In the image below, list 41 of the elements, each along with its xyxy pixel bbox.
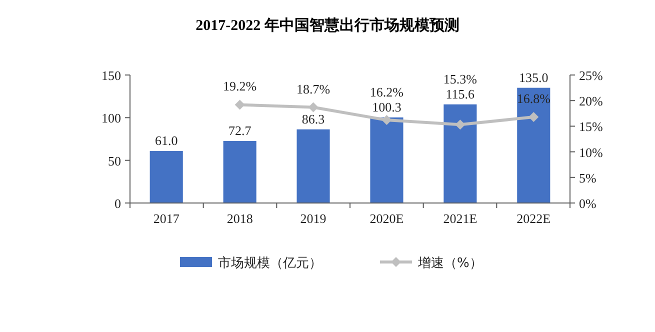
legend-label: 增速（%） bbox=[417, 256, 482, 271]
x-tick-label: 2019 bbox=[300, 211, 326, 226]
y-tick-label: 100 bbox=[102, 110, 121, 126]
data-label: 16.8% bbox=[516, 90, 551, 106]
y2-tick-label: 10% bbox=[579, 144, 603, 160]
y2-tick-label: 15% bbox=[579, 119, 603, 134]
point bbox=[234, 100, 245, 110]
chart-title: 2017-2022 年中国智慧出行市场规模预测 bbox=[196, 16, 460, 34]
data-label: 16.2% bbox=[370, 84, 404, 100]
point bbox=[528, 112, 539, 122]
data-label: 72.7 bbox=[228, 122, 252, 138]
x-tick-label: 2022E bbox=[516, 211, 551, 226]
y2-tick-label: 20% bbox=[579, 94, 603, 109]
y2-tick-label: 25% bbox=[579, 68, 603, 83]
y-tick-label: 0 bbox=[114, 196, 121, 211]
bar bbox=[370, 117, 404, 203]
data-label: 86.3 bbox=[302, 111, 325, 126]
data-label: 61.0 bbox=[154, 132, 178, 148]
data-label: 15.3% bbox=[443, 71, 478, 86]
bar bbox=[296, 129, 330, 203]
bar bbox=[444, 104, 477, 203]
bar bbox=[517, 88, 550, 203]
y2-tick-label: 0% bbox=[579, 196, 596, 211]
x-tick-label: 2017 bbox=[153, 211, 180, 226]
point bbox=[382, 115, 392, 126]
point bbox=[308, 102, 318, 112]
point bbox=[455, 120, 466, 130]
legend-label: 市场规模（亿元） bbox=[218, 256, 322, 271]
x-tick-label: 2021E bbox=[443, 211, 478, 226]
data-label: 100.3 bbox=[372, 99, 402, 114]
data-label: 18.7% bbox=[296, 81, 330, 96]
y2-tick-label: 5% bbox=[579, 170, 596, 186]
y-tick-label: 50 bbox=[108, 153, 121, 168]
data-label: 115.6 bbox=[446, 86, 476, 102]
data-label: 135.0 bbox=[519, 70, 548, 85]
x-tick-label: 2018 bbox=[226, 211, 253, 226]
bar bbox=[223, 140, 256, 203]
data-label: 19.2% bbox=[223, 78, 257, 94]
bar bbox=[150, 150, 183, 203]
y-tick-label: 150 bbox=[102, 68, 121, 83]
x-tick-label: 2020E bbox=[370, 211, 404, 226]
